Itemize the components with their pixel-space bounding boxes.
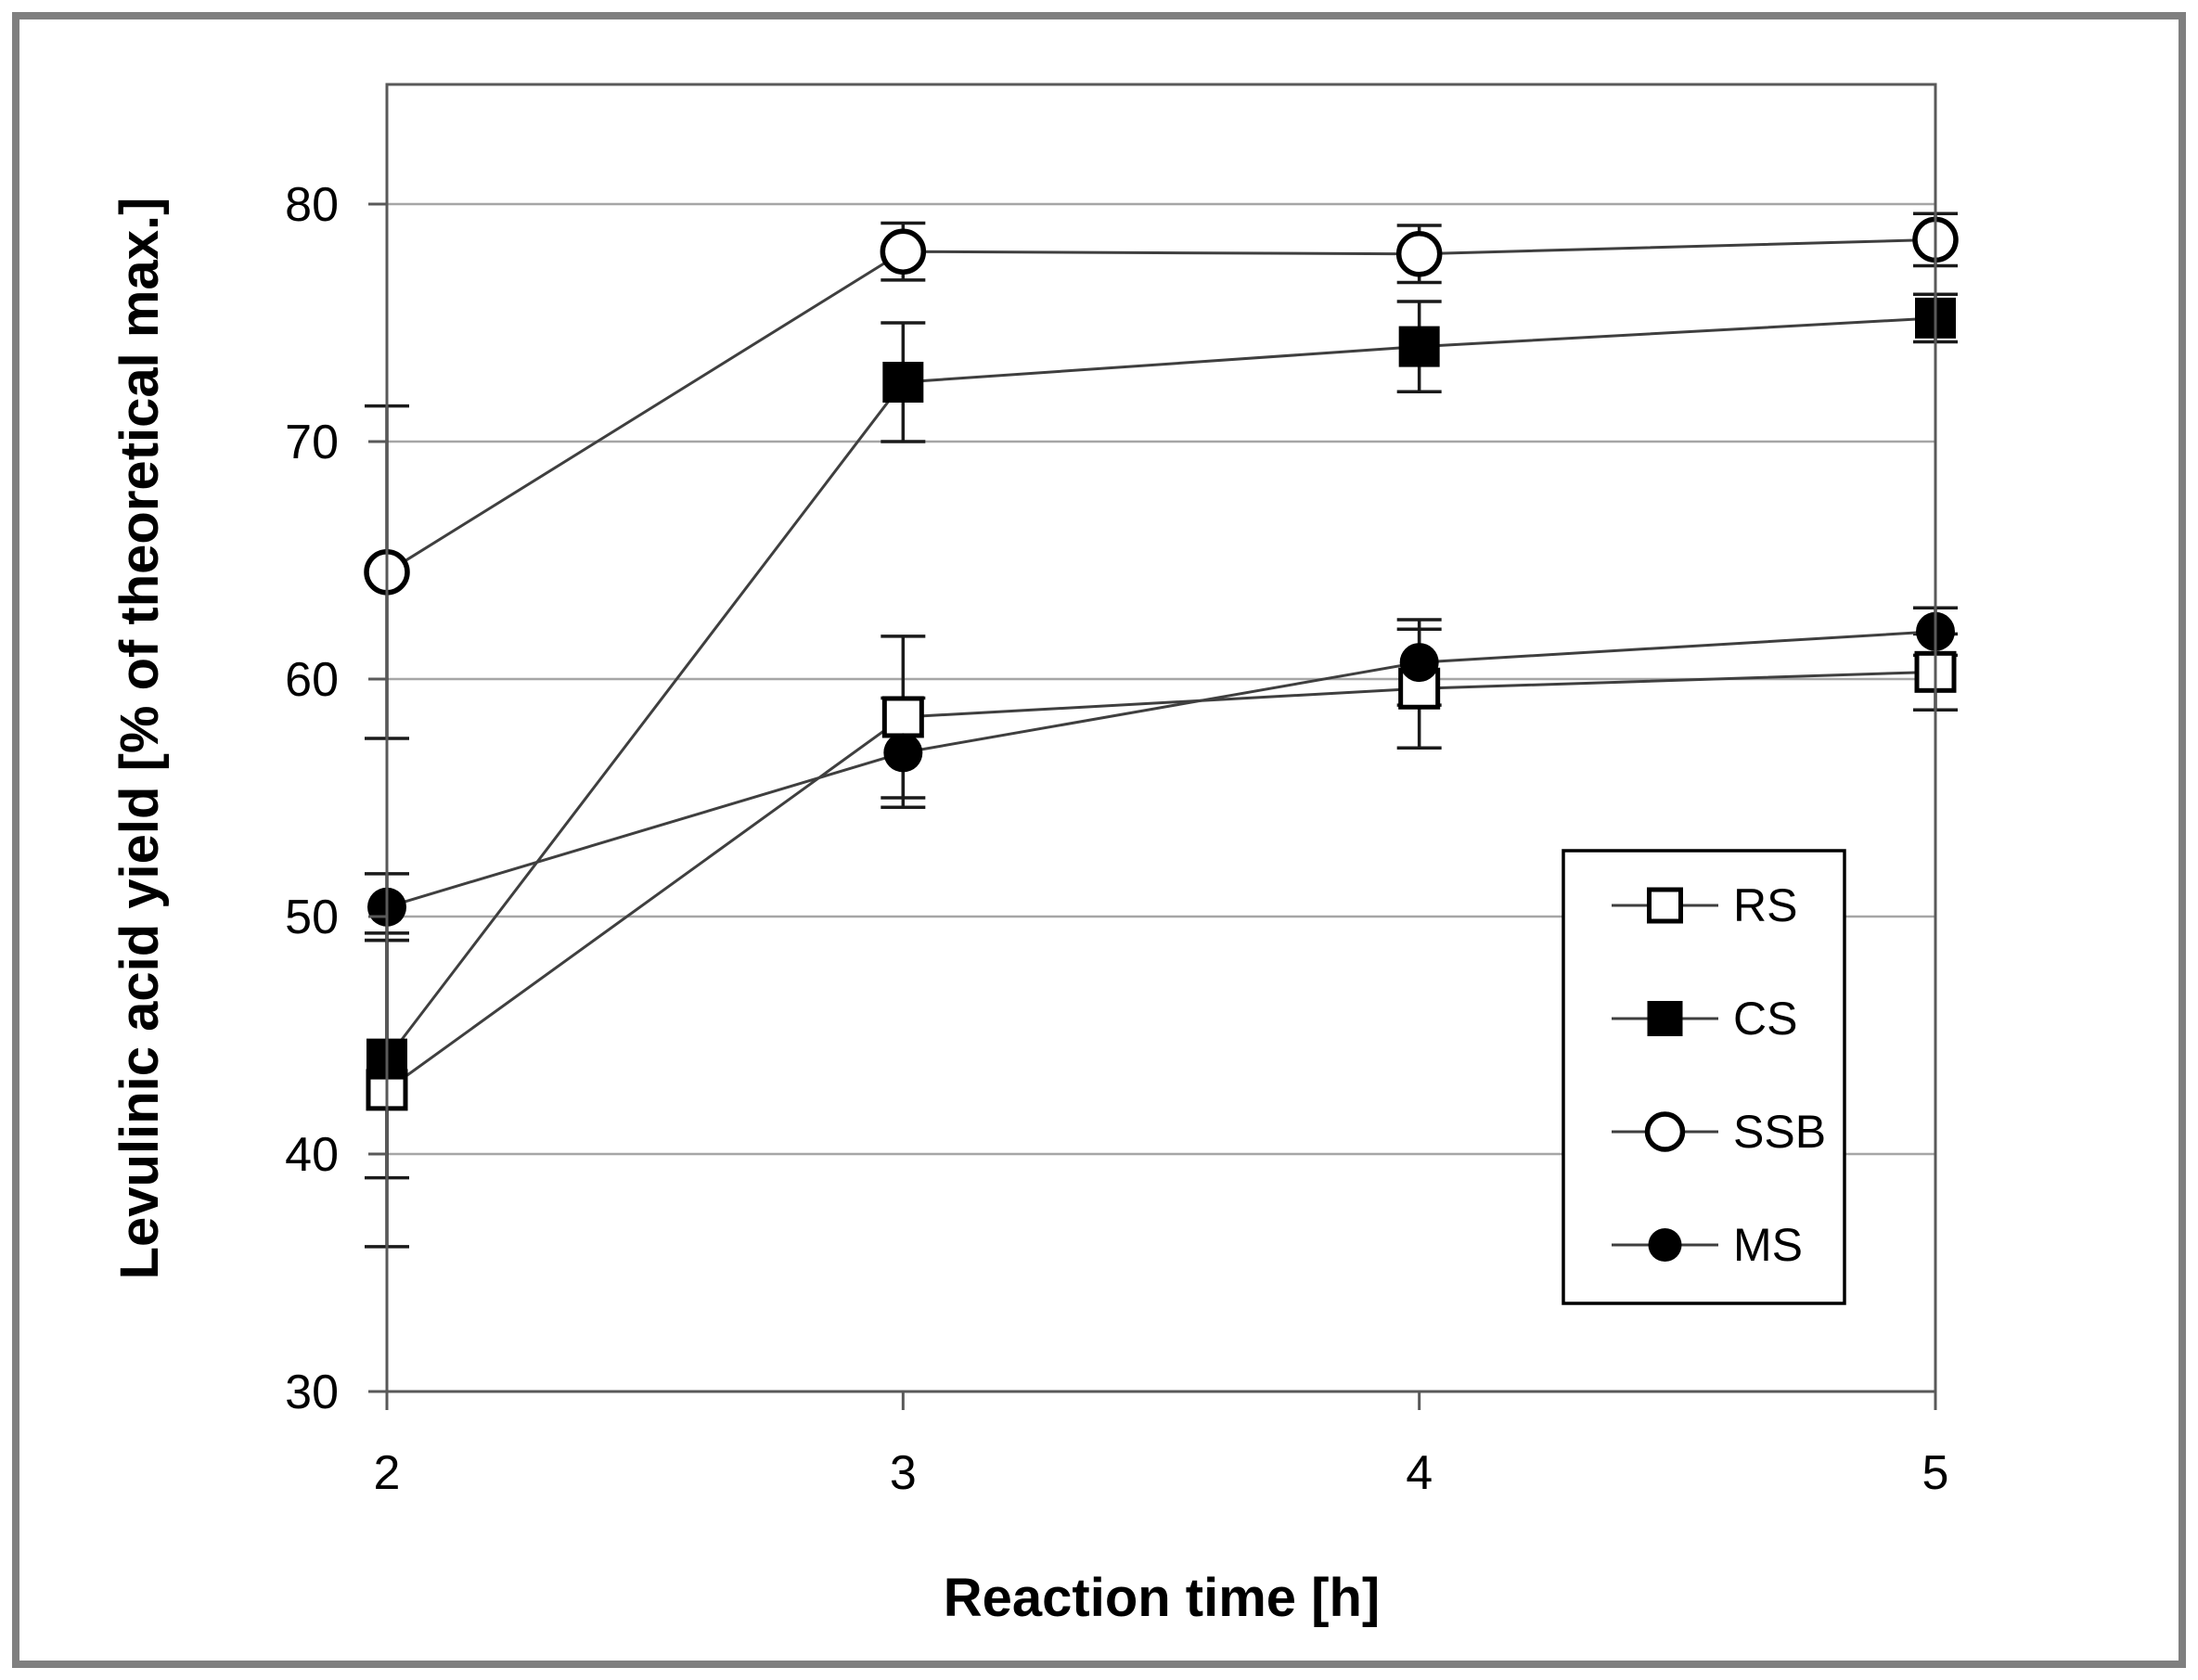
x-tick-label-2: 2 bbox=[374, 1446, 401, 1500]
legend-item-RS: RS bbox=[1612, 879, 1797, 931]
y-tick-label-30: 30 bbox=[285, 1366, 339, 1419]
y-tick-label-50: 50 bbox=[285, 891, 339, 944]
series-SSB-line bbox=[386, 237, 1936, 574]
y-tick-label-80: 80 bbox=[285, 178, 339, 232]
legend-group: RS CS SSB MS bbox=[1562, 849, 1846, 1305]
legend-item-SSB: SSB bbox=[1612, 1106, 1826, 1158]
legend-label-RS: RS bbox=[1733, 879, 1797, 931]
y-tick-label-70: 70 bbox=[285, 416, 339, 469]
legend-box bbox=[1562, 849, 1846, 1305]
legend-item-MS: MS bbox=[1612, 1219, 1803, 1271]
legend-label-MS: MS bbox=[1733, 1219, 1803, 1271]
legend-marker-CS bbox=[1647, 1001, 1683, 1036]
legend-label-CS: CS bbox=[1733, 993, 1797, 1045]
series-RS-point-x3 bbox=[881, 696, 924, 738]
x-tick-label-3: 3 bbox=[890, 1446, 917, 1500]
x-tick-label-5: 5 bbox=[1922, 1446, 1949, 1500]
series-MS-point-x3 bbox=[883, 733, 923, 773]
axes-group bbox=[368, 83, 1937, 1410]
series-RS-line bbox=[386, 670, 1936, 1092]
series-SSB-point-x4 bbox=[1395, 231, 1443, 277]
x-axis-title: Reaction time [h] bbox=[944, 1568, 1381, 1628]
series-SSB bbox=[364, 216, 1959, 596]
series-MS-point-x4 bbox=[1399, 643, 1439, 683]
legend-marker-MS bbox=[1648, 1228, 1682, 1262]
y-tick-label-40: 40 bbox=[285, 1128, 339, 1182]
series-CS-point-x3 bbox=[882, 362, 924, 403]
plot-area-border bbox=[385, 83, 1937, 1393]
legend-marker-SSB bbox=[1644, 1111, 1686, 1152]
series-MS-line bbox=[386, 630, 1936, 909]
legend-label-SSB: SSB bbox=[1733, 1106, 1826, 1158]
series-CS-point-x4 bbox=[1398, 326, 1440, 367]
series-CS-line bbox=[385, 316, 1936, 1060]
series-SSB-point-x3 bbox=[880, 228, 927, 275]
legend-item-CS: CS bbox=[1612, 993, 1797, 1045]
y-tick-label-60: 60 bbox=[285, 653, 339, 707]
y-axis-title: Levulinic acid yield [% of theoretical m… bbox=[109, 198, 170, 1280]
legend-marker-RS bbox=[1647, 887, 1683, 924]
x-tick-label-4: 4 bbox=[1406, 1446, 1433, 1500]
tick-labels-group: 30 40 50 60 70 80 2 3 4 5 bbox=[285, 178, 1948, 1500]
